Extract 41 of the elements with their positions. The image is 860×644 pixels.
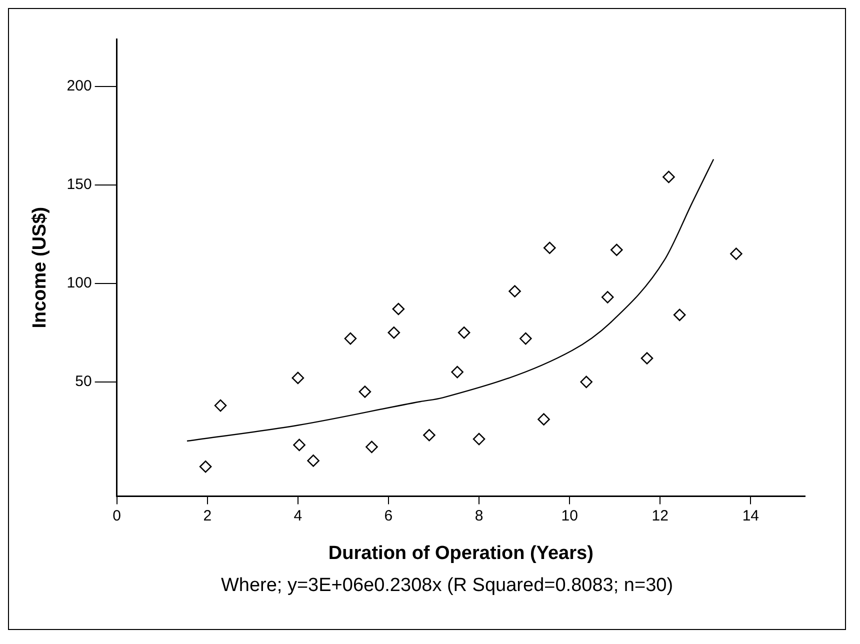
line-series [186,158,714,442]
x-axis-title: Duration of Operation (Years) [328,542,594,564]
point [388,326,400,339]
x-tick-label: 4 [294,507,302,524]
point [451,366,464,378]
x-tick-label: 10 [561,507,578,524]
x-tick-label: 2 [203,507,212,524]
point [293,438,306,452]
point [544,242,556,254]
point [520,332,532,345]
x-tick-label: 6 [384,507,393,524]
point [344,332,357,345]
y-tick-label: 50 [75,373,92,390]
y-tick-label: 100 [66,274,92,292]
point [610,244,623,256]
y-tick-label: 150 [66,176,92,193]
point [423,428,436,442]
point [458,326,470,339]
x-tick-label: 12 [652,507,668,524]
point [199,460,212,473]
text: Where; y=3E+06e0.2308x (R Squared=0.8083; n=30) [220,575,674,597]
point [292,372,304,384]
point [392,302,405,316]
point [640,352,654,364]
point [472,432,486,446]
point [601,291,614,304]
point [358,386,372,398]
x-tick-label: 14 [742,507,760,524]
x-tick-label: 0 [112,507,121,524]
point [538,413,550,426]
point [508,285,521,298]
point [307,454,320,467]
x-tick-label: 8 [474,507,484,524]
point [673,308,686,322]
point [580,376,592,388]
y-axis-title: Income (US$) [30,206,51,328]
point [366,440,378,454]
point [662,170,675,184]
point [214,399,227,412]
y-tick-label: 200 [66,77,92,94]
point [730,248,742,260]
